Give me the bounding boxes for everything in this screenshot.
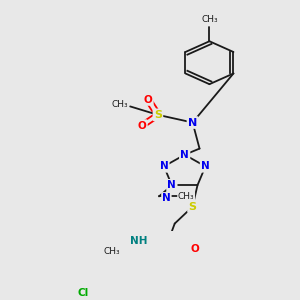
Text: N: N bbox=[167, 180, 176, 190]
Text: S: S bbox=[188, 202, 196, 212]
Text: CH₃: CH₃ bbox=[103, 247, 120, 256]
Text: NH: NH bbox=[130, 236, 148, 246]
Text: O: O bbox=[144, 94, 152, 104]
Text: Cl: Cl bbox=[78, 288, 89, 298]
Text: N: N bbox=[188, 118, 197, 128]
Text: CH₃: CH₃ bbox=[112, 100, 128, 109]
Text: O: O bbox=[190, 244, 199, 254]
Text: N: N bbox=[160, 161, 168, 171]
Text: CH₃: CH₃ bbox=[201, 15, 218, 24]
Text: N: N bbox=[180, 150, 189, 160]
Text: N: N bbox=[201, 161, 210, 171]
Text: S: S bbox=[154, 110, 162, 120]
Text: O: O bbox=[138, 121, 146, 130]
Text: N: N bbox=[162, 193, 171, 203]
Text: CH₃: CH₃ bbox=[178, 192, 194, 201]
